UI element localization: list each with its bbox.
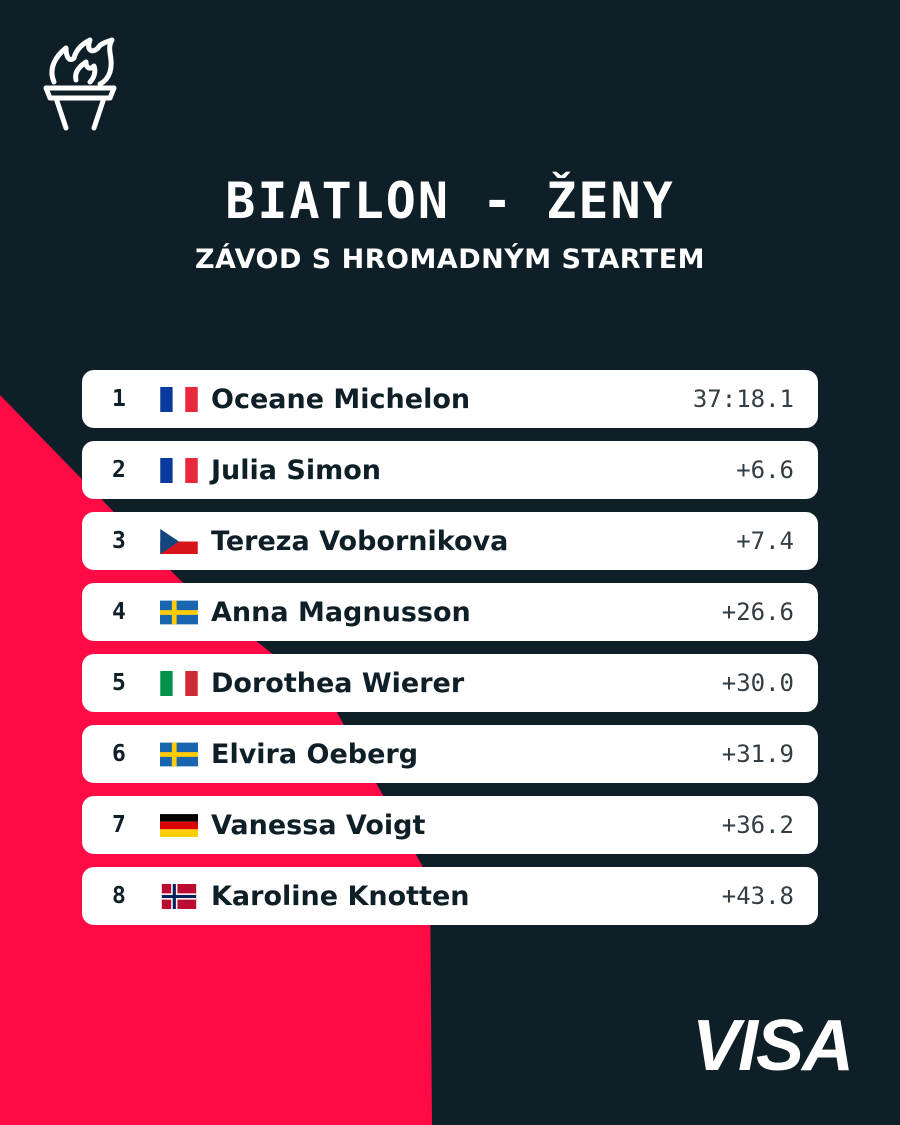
czech-flag-icon bbox=[160, 528, 198, 554]
result-row: 3 Tereza Vobornikova +7.4 bbox=[82, 512, 818, 570]
result-time: +36.2 bbox=[721, 811, 794, 839]
athlete-name: Karoline Knotten bbox=[211, 880, 470, 912]
norway-flag-icon bbox=[161, 883, 197, 909]
athlete-name: Dorothea Wierer bbox=[211, 667, 465, 699]
page-title: BIATLON - ŽENY bbox=[225, 172, 675, 230]
result-time: +31.9 bbox=[721, 740, 794, 768]
rank: 4 bbox=[112, 599, 126, 625]
athlete-name: Julia Simon bbox=[211, 454, 382, 486]
france-flag-icon bbox=[160, 457, 198, 483]
result-row: 8 Karoline Knotten +43.8 bbox=[82, 867, 818, 925]
athlete-name: Tereza Vobornikova bbox=[211, 525, 509, 557]
sweden-flag-icon bbox=[160, 600, 198, 624]
page-subtitle: ZÁVOD S HROMADNÝM STARTEM bbox=[194, 244, 706, 275]
rank: 7 bbox=[112, 812, 126, 838]
athlete-name: Oceane Michelon bbox=[211, 383, 471, 415]
result-row: 6 Elvira Oeberg +31.9 bbox=[82, 725, 818, 783]
france-flag-icon bbox=[160, 386, 198, 412]
results-list: 1 Oceane Michelon 37:18.1 2 Julia Simon … bbox=[82, 370, 818, 938]
result-row: 1 Oceane Michelon 37:18.1 bbox=[82, 370, 818, 428]
rank: 3 bbox=[112, 528, 126, 554]
result-time: +26.6 bbox=[721, 598, 794, 626]
athlete-name: Vanessa Voigt bbox=[211, 809, 426, 841]
result-time: +30.0 bbox=[721, 669, 794, 697]
torch-icon bbox=[43, 37, 117, 131]
rank: 2 bbox=[112, 457, 126, 483]
result-time: +43.8 bbox=[721, 882, 794, 910]
germany-flag-icon bbox=[160, 813, 198, 837]
result-row: 2 Julia Simon +6.6 bbox=[82, 441, 818, 499]
result-time: 37:18.1 bbox=[692, 385, 794, 413]
rank: 8 bbox=[112, 883, 126, 909]
visa-logo: VISA bbox=[691, 1006, 854, 1086]
italy-flag-icon bbox=[160, 670, 198, 696]
rank: 5 bbox=[112, 670, 126, 696]
result-time: +7.4 bbox=[736, 527, 794, 555]
sweden-flag-icon bbox=[160, 742, 198, 766]
result-time: +6.6 bbox=[736, 456, 794, 484]
result-row: 4 Anna Magnusson +26.6 bbox=[82, 583, 818, 641]
rank: 1 bbox=[112, 386, 126, 412]
athlete-name: Anna Magnusson bbox=[211, 596, 471, 628]
athlete-name: Elvira Oeberg bbox=[211, 738, 419, 770]
rank: 6 bbox=[112, 741, 126, 767]
result-row: 5 Dorothea Wierer +30.0 bbox=[82, 654, 818, 712]
result-row: 7 Vanessa Voigt +36.2 bbox=[82, 796, 818, 854]
